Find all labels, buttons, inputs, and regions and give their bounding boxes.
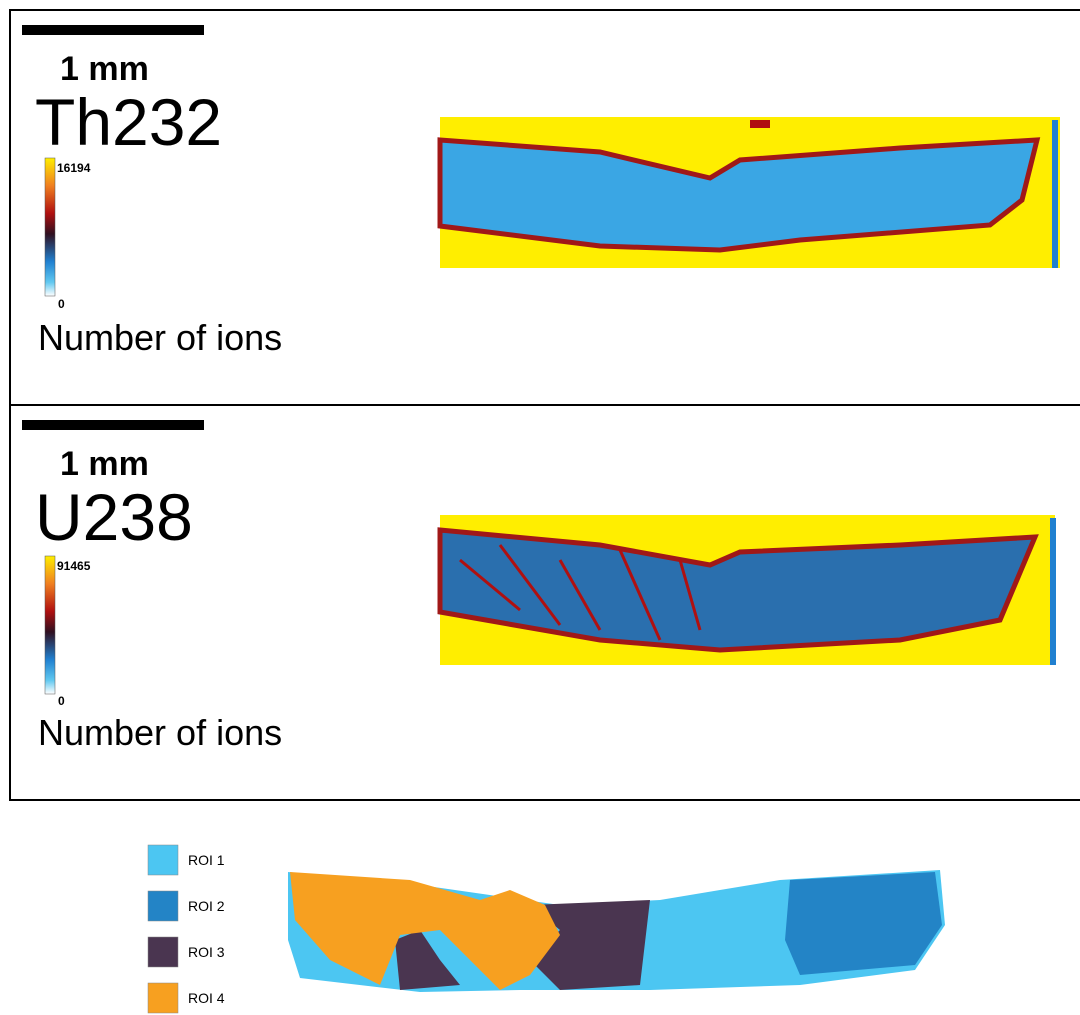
colorbar	[44, 555, 56, 695]
panel: 1 mm U238 91465 0 Number of ions	[9, 404, 1080, 801]
legend-label: ROI 3	[188, 944, 225, 960]
colorbar-label: Number of ions	[38, 712, 282, 753]
roi-legend: ROI 1 ROI 2 ROI 3 ROI 4	[147, 844, 225, 1014]
panel: 1 mm Th232 16194 0 Number of ions	[9, 9, 1080, 406]
ion-image	[437, 515, 1056, 665]
scale-label: 1 mm	[60, 50, 149, 88]
colorbar-max: 16194	[57, 161, 91, 175]
scale-label: 1 mm	[60, 445, 149, 483]
colorbar-min: 0	[58, 297, 65, 311]
legend-label: ROI 4	[188, 990, 225, 1006]
roi-map	[288, 870, 945, 992]
legend-label: ROI 2	[188, 898, 225, 914]
legend-swatch	[147, 936, 179, 968]
colorbar	[44, 157, 56, 297]
scale-bar	[22, 420, 204, 430]
element-label: Th232	[35, 85, 222, 159]
legend-swatch	[147, 844, 179, 876]
ion-image	[437, 117, 1060, 268]
legend-label: ROI 1	[188, 852, 225, 868]
colorbar-label: Number of ions	[38, 317, 282, 358]
colorbar-min: 0	[58, 694, 65, 708]
legend-swatch	[147, 982, 179, 1014]
colorbar-max: 91465	[57, 559, 91, 573]
panel-border	[9, 404, 1080, 801]
element-label: U238	[35, 480, 193, 554]
scale-bar	[22, 25, 204, 35]
legend-swatch	[147, 890, 179, 922]
